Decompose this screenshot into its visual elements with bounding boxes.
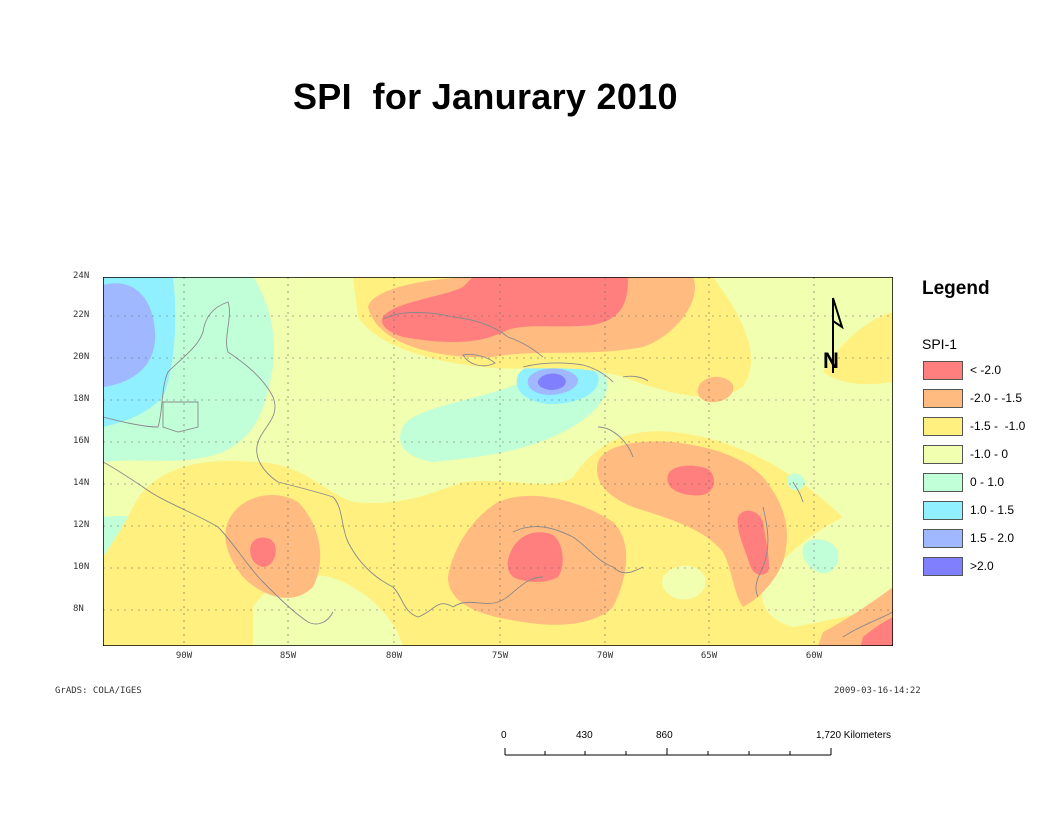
lat-label-22N: 22N: [73, 310, 90, 320]
map-title: SPI for Janurary 2010: [293, 76, 678, 117]
lon-label-75W: 75W: [491, 651, 509, 661]
legend-label: -1.5 - -1.0: [970, 419, 1026, 433]
lon-label-60W: 60W: [805, 651, 823, 661]
legend-swatch: [923, 529, 963, 548]
legend-swatch: [923, 501, 963, 520]
spi-zone-orange-east: [597, 441, 787, 607]
lat-label-16N: 16N: [73, 436, 90, 446]
lon-label-85W: 85W: [279, 651, 297, 661]
lat-label-14N: 14N: [73, 478, 90, 488]
legend-swatch: [923, 445, 963, 464]
legend-swatch: [923, 361, 963, 380]
legend-item: < -2.0: [922, 361, 1052, 380]
spi-zone-red-caribbean: [507, 532, 563, 582]
spi-zone-orange-east-small: [697, 376, 734, 403]
legend-swatch: [923, 389, 963, 408]
legend-label: -2.0 - -1.5: [970, 391, 1023, 405]
scale-label-0: 0: [501, 730, 507, 741]
spi-zone-red-east: [667, 465, 715, 496]
legend-item: 0 - 1.0: [922, 473, 1052, 492]
legend-item: -1.5 - -1.0: [922, 417, 1052, 436]
spi-zone-cyan-east-small: [787, 473, 805, 491]
timestamp: 2009-03-16-14:22: [834, 686, 921, 696]
scale-bar-ticks: [504, 748, 832, 756]
lon-label-65W: 65W: [700, 651, 718, 661]
legend-item: 1.0 - 1.5: [922, 501, 1052, 520]
spi-zone-yellow-east: [823, 312, 893, 385]
grads-credit: GrADS: COLA/IGES: [55, 686, 142, 696]
legend-item: 1.5 - 2.0: [922, 529, 1052, 548]
legend-label: < -2.0: [970, 363, 1002, 377]
legend-title: Legend: [922, 278, 990, 299]
scale-label-860: 860: [656, 730, 673, 741]
legend-label: 1.5 - 2.0: [970, 531, 1015, 545]
lat-label-18N: 18N: [73, 394, 90, 404]
spi-zone-red-se: [861, 617, 893, 646]
lat-label-10N: 10N: [73, 562, 90, 572]
spi-zone-deep-blue-hispaniola: [537, 373, 566, 390]
legend-label: >2.0: [970, 559, 994, 573]
lat-label-12N: 12N: [73, 520, 90, 530]
coastlines: [103, 301, 893, 638]
legend-swatch: [923, 417, 963, 436]
spi-zone-red-lesser-antilles: [737, 510, 769, 575]
spi-zone-green-patch: [662, 565, 706, 600]
spi-zone-cyan-east: [802, 539, 839, 574]
scale-label-1720: 1,720 Kilometers: [816, 730, 892, 741]
legend-swatch: [923, 557, 963, 576]
lon-label-70W: 70W: [596, 651, 614, 661]
spi-zone-blue-nw: [103, 283, 156, 387]
legend-swatch: [923, 473, 963, 492]
north-arrow-icon: N: [823, 297, 844, 373]
spi-zone-red-north: [382, 277, 628, 342]
graticule: [103, 277, 893, 646]
lon-label-80W: 80W: [385, 651, 403, 661]
scale-bar: 0 430 860 1,720 Kilometers: [490, 730, 910, 760]
legend-label: 0 - 1.0: [970, 475, 1005, 489]
legend-item: -1.0 - 0: [922, 445, 1052, 464]
legend-label: 1.0 - 1.5: [970, 503, 1015, 517]
lat-label-20N: 20N: [73, 352, 90, 362]
lon-label-90W: 90W: [175, 651, 193, 661]
scale-label-430: 430: [576, 730, 593, 741]
legend-subtitle: SPI-1: [922, 336, 958, 352]
legend-item: >2.0: [922, 557, 1052, 576]
north-letter: N: [823, 348, 839, 373]
lat-label-8N: 8N: [73, 604, 84, 614]
spi-zone-red-honduras: [250, 537, 276, 567]
legend-item: -2.0 - -1.5: [922, 389, 1052, 408]
legend-label: -1.0 - 0: [970, 447, 1009, 461]
spi-map: [103, 277, 893, 646]
lat-label-24N: 24N: [73, 271, 90, 281]
